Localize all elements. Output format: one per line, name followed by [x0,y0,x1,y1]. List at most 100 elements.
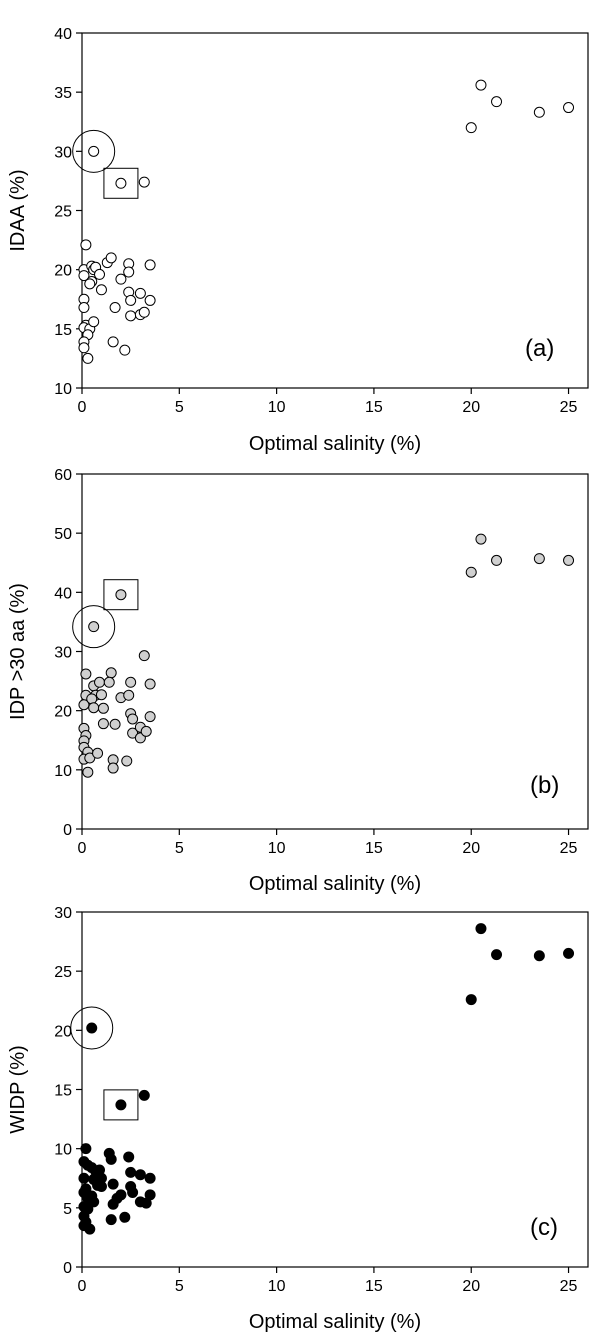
data-point [119,344,131,356]
data-point [115,273,127,285]
data-point [138,650,150,662]
x-tick-label: 5 [175,1278,184,1295]
data-point [92,747,104,759]
y-tick-label: 30 [54,905,72,922]
x-axis-title: Optimal salinity (%) [249,873,421,895]
highlight-circle [72,129,116,173]
y-axis-title: IDAA (%) [7,169,29,251]
data-point [475,533,487,545]
data-point [563,554,575,566]
data-point [78,302,90,314]
data-point [533,950,545,962]
data-point [86,693,98,705]
data-point [109,718,121,730]
data-point [465,994,477,1006]
y-tick-label: 15 [54,1083,72,1100]
data-point [491,554,503,566]
data-point [88,316,100,328]
data-point [125,676,137,688]
chart-panel-3: 0 5 10 15 20 25 0 5 10 15 20 25 30 Optimal salinity (… [7,905,589,1333]
data-point [140,725,152,737]
y-tick-label: 20 [54,263,72,280]
data-point [115,177,127,189]
x-tick-label: 5 [175,840,184,857]
chart-panel-1: 0 5 10 15 20 25 10 15 20 25 30 35 40 Optimal salinity… [7,26,589,455]
data-point [125,1166,137,1178]
data-point [127,713,139,725]
data-point [138,176,150,188]
y-tick-label: 30 [54,144,72,161]
data-point [107,762,119,774]
data-point [105,667,117,679]
y-tick-label: 25 [54,204,72,221]
x-tick-label: 15 [365,1278,383,1295]
y-tick-label: 60 [54,467,72,484]
data-point [82,352,94,364]
data-point [78,699,90,711]
data-point [475,79,487,91]
data-point [563,947,575,959]
highlight-square [103,1089,139,1121]
data-point [563,102,575,114]
data-point [80,239,92,251]
y-tick-label: 40 [54,585,72,602]
chart-panel-2: 0 5 10 15 20 25 0 10 20 30 40 50 60 Optimal salinity … [7,467,589,895]
highlight-square [103,579,139,611]
highlight-circle [72,605,116,649]
x-tick-label: 10 [268,840,286,857]
data-point [80,668,92,680]
x-tick-label: 20 [462,399,480,416]
y-tick-label: 15 [54,322,72,339]
data-point [144,259,156,271]
data-point [491,949,503,961]
data-point [127,1186,139,1198]
data-point [95,1181,107,1193]
data-point [88,621,100,633]
data-point [107,336,119,348]
x-axis-title: Optimal salinity (%) [249,1311,421,1333]
data-point [465,122,477,134]
data-point [533,553,545,565]
data-point [103,676,115,688]
data-point [80,1143,92,1155]
panel-label: (a) [525,335,554,362]
x-tick-label: 25 [560,1278,578,1295]
y-tick-label: 35 [54,85,72,102]
y-tick-label: 10 [54,763,72,780]
data-point [97,702,109,714]
data-point [115,589,127,601]
data-point [491,96,503,108]
x-tick-label: 10 [268,1278,286,1295]
data-point [84,1223,96,1235]
data-point [123,1151,135,1163]
data-point [138,1089,150,1101]
data-point [134,1169,146,1181]
data-point [123,266,135,278]
data-point [465,566,477,578]
data-point [78,342,90,354]
data-point [144,1189,156,1201]
data-point [121,755,133,767]
x-tick-label: 10 [268,399,286,416]
data-point [78,1172,90,1184]
x-tick-label: 20 [462,1278,480,1295]
data-point [138,306,150,318]
data-point [144,294,156,306]
data-point [144,711,156,723]
y-tick-label: 5 [63,1201,72,1218]
data-point [107,1178,119,1190]
data-point [105,1214,117,1226]
data-point [82,766,94,778]
y-tick-label: 20 [54,1023,72,1040]
data-point [97,718,109,730]
x-tick-label: 25 [560,399,578,416]
data-point [88,702,100,714]
data-point [105,252,117,264]
data-point [125,294,137,306]
x-tick-label: 15 [365,399,383,416]
data-point [94,676,106,688]
data-point [88,145,100,157]
x-tick-label: 20 [462,840,480,857]
